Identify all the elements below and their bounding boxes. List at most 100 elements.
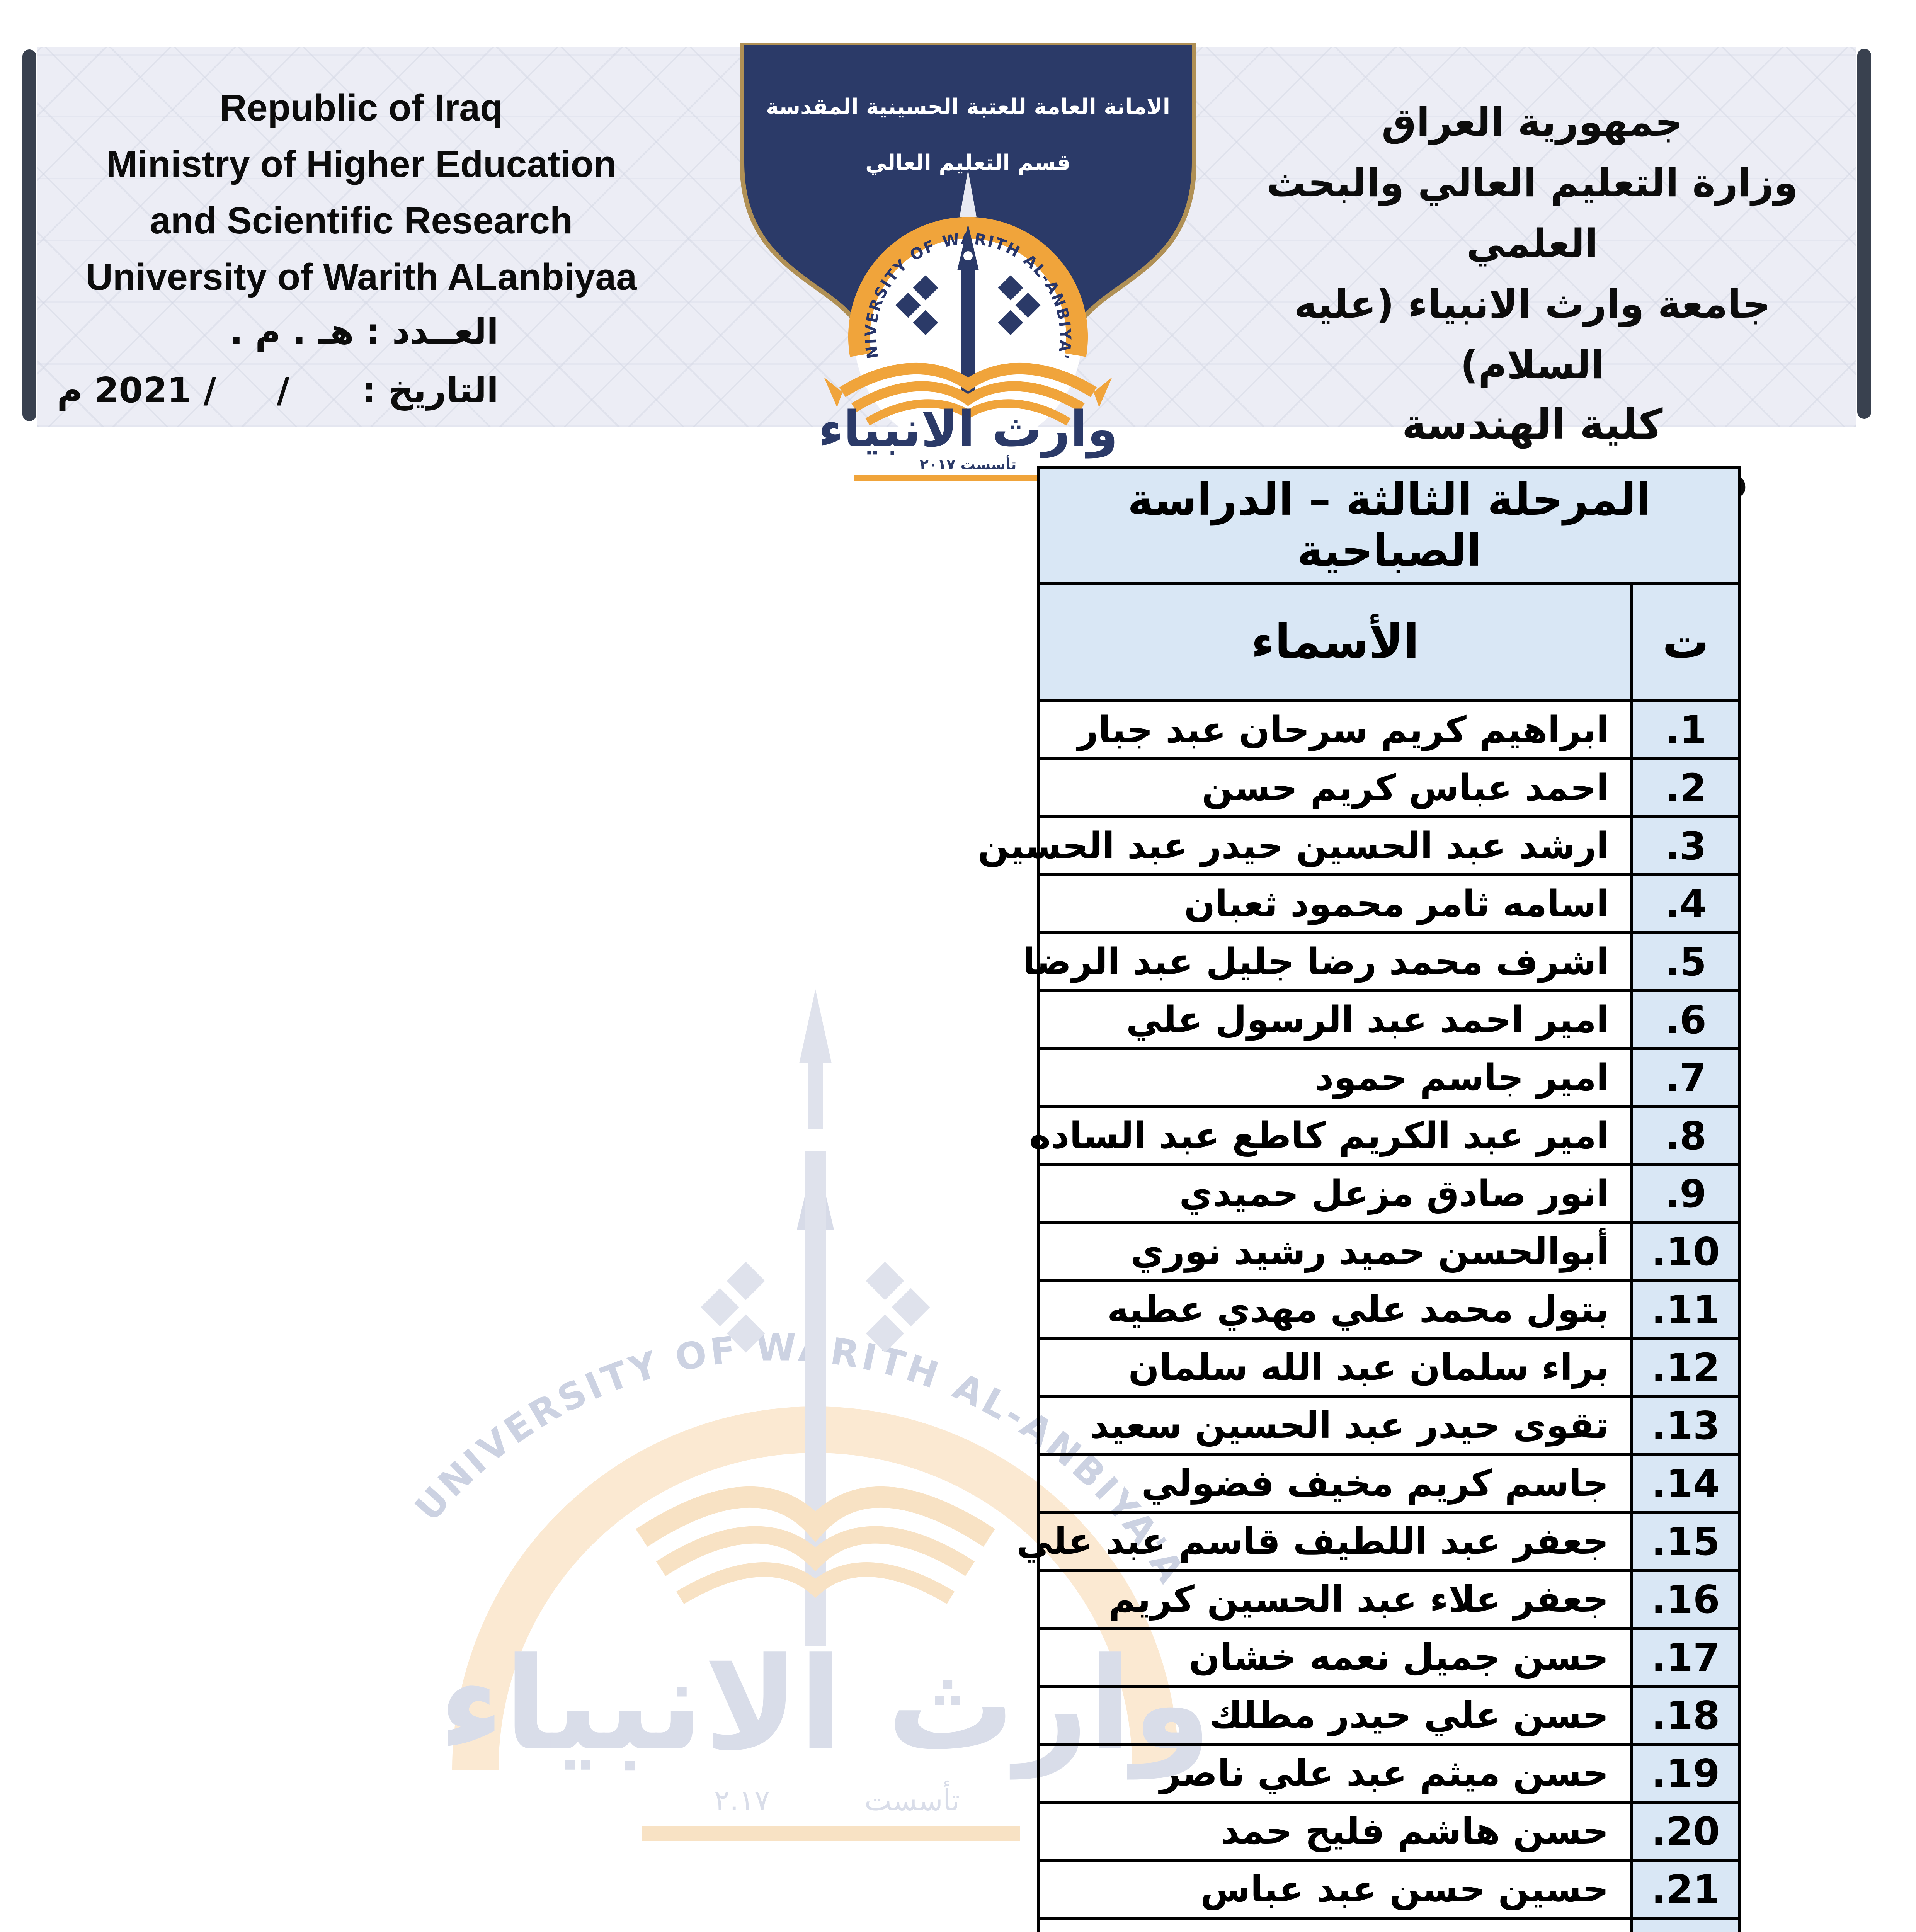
open-book-icon <box>839 362 1097 426</box>
table-row: 22. حسين عامر حميد جواد <box>1037 1917 1741 1932</box>
table-row: 13. تقوى حيدر عبد الحسين سعيد <box>1037 1395 1741 1456</box>
row-name: جاسم كريم مخيف فضولي <box>1037 1453 1633 1514</box>
table-row: 21. حسين حسن عبد عباس <box>1037 1859 1741 1920</box>
table-row: 6. امير احمد عبد الرسول علي <box>1037 989 1741 1050</box>
row-serial: 10. <box>1630 1221 1741 1282</box>
table-row: 4. اسامه ثامر محمود ثعبان <box>1037 873 1741 934</box>
serial-column-header: ت <box>1630 582 1741 702</box>
row-serial: 18. <box>1630 1685 1741 1746</box>
pen-shaft <box>961 270 975 394</box>
row-serial: 15. <box>1630 1511 1741 1572</box>
table-row: 20. حسن هاشم فليح حمد <box>1037 1801 1741 1862</box>
row-name: امير جاسم حمود <box>1037 1047 1633 1108</box>
white-pen-icon <box>960 170 977 217</box>
row-serial: 8. <box>1630 1105 1741 1166</box>
row-name: ابراهيم كريم سرحان عبد جبار <box>1037 699 1633 760</box>
row-serial: 17. <box>1630 1627 1741 1688</box>
table-row: 7. امير جاسم حمود <box>1037 1047 1741 1108</box>
table-row: 14. جاسم كريم مخيف فضولي <box>1037 1453 1741 1514</box>
arabic-line-4: كلية الهندسة <box>1402 401 1663 449</box>
watermark-book-icon <box>636 1486 995 1604</box>
english-line-1: Republic of Iraq <box>220 87 503 129</box>
row-name: حسين حسن عبد عباس <box>1037 1859 1633 1920</box>
row-serial: 14. <box>1630 1453 1741 1514</box>
knot-motif-right <box>998 275 1041 335</box>
watermark-founded-year: ٢.١٧ <box>714 1783 770 1817</box>
row-name: حسن جميل نعمه خشان <box>1037 1627 1633 1688</box>
table-row: 5. اشرف محمد رضا جليل عبد الرضا <box>1023 931 1741 992</box>
table-row: 10. أبوالحسن حميد رشيد نوري <box>1037 1221 1741 1282</box>
knot-motif-left <box>895 275 938 335</box>
table-row: 11. بتول محمد علي مهدي عطيه <box>1037 1279 1741 1340</box>
row-name: انور صادق مزعل حميدي <box>1037 1163 1633 1224</box>
table-row: 8. امير عبد الكريم كاطع عبد الساده <box>1029 1105 1741 1166</box>
date-line: التاريخ : / / 2021 م <box>57 370 499 411</box>
row-serial: 16. <box>1630 1569 1741 1630</box>
university-emblem: الامانة العامة للعتبة الحسينية المقدسة ق… <box>727 43 1196 481</box>
row-serial: 11. <box>1630 1279 1741 1340</box>
arabic-line-3: جامعة وارث الانبياء (عليه السلام) <box>1294 281 1771 388</box>
table-row: 2. احمد عباس كريم حسن <box>1037 757 1741 818</box>
row-serial: 19. <box>1630 1743 1741 1804</box>
row-name: أبوالحسن حميد رشيد نوري <box>1037 1221 1633 1282</box>
table-row: 12. براء سلمان عبد الله سلمان <box>1037 1337 1741 1398</box>
english-line-4: University of Warith ALanbiyaa <box>85 256 637 298</box>
table-row: 1. ابراهيم كريم سرحان عبد جبار <box>1037 699 1741 760</box>
english-header-block: Republic of Iraq Ministry of Higher Educ… <box>58 80 665 305</box>
row-name: حسن هاشم فليح حمد <box>1037 1801 1633 1862</box>
row-serial: 22. <box>1630 1917 1741 1932</box>
row-serial: 13. <box>1630 1395 1741 1456</box>
row-name: اشرف محمد رضا جليل عبد الرضا <box>1023 931 1633 992</box>
table-header-row: ت الأسماء <box>1037 582 1741 702</box>
roster-body: 1. ابراهيم كريم سرحان عبد جبار 2. احمد ع… <box>978 699 1741 1932</box>
row-name: احمد عباس كريم حسن <box>1037 757 1633 818</box>
left-accent-bar <box>22 49 36 421</box>
table-row: 9. انور صادق مزعل حميدي <box>1037 1163 1741 1224</box>
student-roster-table: المرحلة الثالثة – الدراسة الصباحية ت الأ… <box>978 466 1741 1932</box>
table-title: المرحلة الثالثة – الدراسة الصباحية <box>1037 466 1741 585</box>
row-serial: 3. <box>1630 815 1741 876</box>
row-name: تقوى حيدر عبد الحسين سعيد <box>1037 1395 1633 1456</box>
arabic-line-1: جمهورية العراق <box>1381 99 1683 145</box>
book-leaf-left <box>824 377 842 407</box>
table-row: 15. جعفر عبد اللطيف قاسم عبد علي <box>1016 1511 1741 1572</box>
row-serial: 4. <box>1630 873 1741 934</box>
table-row: 16. جعفر علاء عبد الحسين كريم <box>1037 1569 1741 1630</box>
row-serial: 12. <box>1630 1337 1741 1398</box>
row-name: جعفر عبد اللطيف قاسم عبد علي <box>1016 1511 1633 1572</box>
watermark-founded-label: تأسست <box>864 1781 960 1817</box>
table-row: 18. حسن علي حيدر مطلك <box>1037 1685 1741 1746</box>
emblem-calligraphy: وارث الانبياء <box>818 401 1118 459</box>
english-line-3: and Scientific Research <box>150 199 573 242</box>
issue-number-line: العــدد : هـ . م . <box>230 311 499 352</box>
row-name: جعفر علاء عبد الحسين كريم <box>1037 1569 1633 1630</box>
emblem-founded: تأسست ٢٠١٧ <box>920 455 1017 473</box>
pen-nib-hole <box>963 251 973 260</box>
row-name: امير عبد الكريم كاطع عبد الساده <box>1029 1105 1633 1166</box>
row-serial: 7. <box>1630 1047 1741 1108</box>
row-name: براء سلمان عبد الله سلمان <box>1037 1337 1633 1398</box>
row-name: اسامه ثامر محمود ثعبان <box>1037 873 1633 934</box>
row-name: حسين عامر حميد جواد <box>1037 1917 1633 1932</box>
book-leaf-right <box>1094 377 1112 407</box>
row-serial: 2. <box>1630 757 1741 818</box>
table-row: 19. حسن ميثم عبد علي ناصر <box>1037 1743 1741 1804</box>
row-serial: 21. <box>1630 1859 1741 1920</box>
emblem-underline <box>854 475 1082 481</box>
row-name: ارشد عبد الحسين حيدر عبد الحسين <box>978 815 1633 876</box>
row-name: حسن علي حيدر مطلك <box>1037 1685 1633 1746</box>
row-serial: 20. <box>1630 1801 1741 1862</box>
arabic-line-2: وزارة التعليم العالي والبحث العلمي <box>1266 160 1798 266</box>
english-line-2: Ministry of Higher Education <box>106 143 617 185</box>
row-serial: 9. <box>1630 1163 1741 1224</box>
names-column-header: الأسماء <box>1037 582 1633 702</box>
watermark-underline <box>642 1826 1020 1841</box>
row-serial: 5. <box>1630 931 1741 992</box>
arabic-header-block: جمهورية العراق وزارة التعليم العالي والب… <box>1225 92 1839 513</box>
table-row: 17. حسن جميل نعمه خشان <box>1037 1627 1741 1688</box>
row-name: بتول محمد علي مهدي عطيه <box>1037 1279 1633 1340</box>
right-accent-bar <box>1857 49 1871 419</box>
pen-nib-icon <box>957 224 979 270</box>
table-row: 3. ارشد عبد الحسين حيدر عبد الحسين <box>978 815 1741 876</box>
